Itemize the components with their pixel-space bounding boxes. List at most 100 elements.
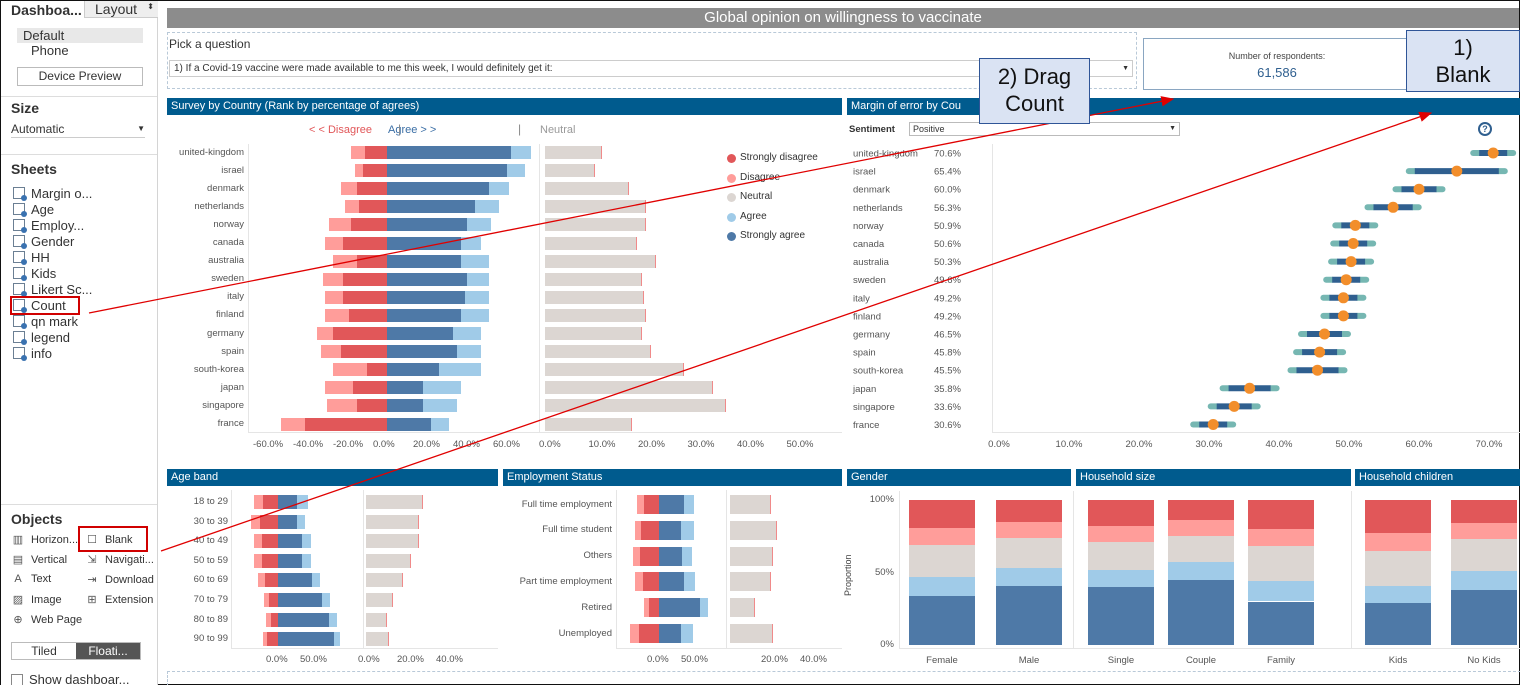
blank-callout: 1) Blank bbox=[1406, 30, 1520, 92]
stacked-segment bbox=[1451, 539, 1517, 572]
stacked-segment bbox=[1088, 569, 1154, 587]
tab-dashboard[interactable]: Dashboa... bbox=[11, 2, 82, 18]
object-label: Blank bbox=[105, 533, 133, 546]
sheet-label: qn mark bbox=[31, 313, 78, 329]
checkbox[interactable] bbox=[11, 673, 23, 685]
bar-strongly-agree bbox=[659, 572, 685, 592]
device-preview-button[interactable]: Device Preview bbox=[17, 67, 143, 86]
tab-layout-label: Layout bbox=[95, 1, 138, 17]
sheet-item[interactable]: Gender bbox=[13, 233, 74, 249]
data-point bbox=[1337, 292, 1349, 304]
x-tick-label: 0.0% bbox=[358, 654, 380, 665]
bar-strongly-disagree bbox=[638, 624, 659, 643]
sheet-item[interactable]: Employ... bbox=[13, 217, 84, 233]
age-title: Age band bbox=[167, 469, 498, 486]
vertical-icon: ▤ bbox=[12, 554, 24, 566]
sheet-item[interactable]: HH bbox=[13, 249, 50, 265]
object-label: Image bbox=[31, 593, 62, 606]
axis-line bbox=[363, 490, 364, 648]
tiled-button[interactable]: Tiled bbox=[31, 644, 57, 658]
data-point bbox=[1312, 364, 1323, 376]
stacked-segment bbox=[1168, 536, 1234, 563]
category-label: australia bbox=[853, 257, 890, 268]
object-item[interactable]: ⇥ Download bbox=[85, 573, 154, 587]
chevron-down-icon: ▼ bbox=[1122, 65, 1129, 72]
data-point bbox=[1387, 201, 1399, 213]
bar-disagree bbox=[254, 495, 264, 509]
show-dashboard-title[interactable]: Show dashboar... bbox=[11, 672, 129, 685]
sheet-item[interactable]: legend bbox=[13, 329, 70, 345]
x-tick-label: 20.0% bbox=[761, 654, 788, 665]
bar-agree bbox=[301, 534, 311, 549]
bar-strongly-agree bbox=[278, 593, 323, 607]
stacked-segment bbox=[996, 537, 1062, 569]
object-item[interactable]: ▨ Image bbox=[11, 593, 62, 607]
category-label: 18 to 29 bbox=[193, 496, 228, 507]
bar-disagree bbox=[263, 632, 268, 647]
sheet-item[interactable]: Age bbox=[13, 201, 54, 217]
floating-button[interactable]: Floati... bbox=[76, 643, 140, 659]
size-dropdown[interactable]: Automatic ▼ bbox=[11, 122, 145, 138]
blank-icon: ☐ bbox=[87, 534, 97, 546]
stacked-segment bbox=[996, 500, 1062, 522]
respondents-label: Number of respondents: bbox=[1228, 51, 1326, 61]
question-dropdown[interactable]: 1) If a Covid-19 vaccine were made avail… bbox=[169, 60, 1133, 77]
object-label: Web Page bbox=[31, 613, 83, 626]
bar-strongly-disagree bbox=[267, 632, 278, 647]
bar-disagree bbox=[264, 593, 270, 607]
device-phone[interactable]: Phone bbox=[31, 43, 69, 58]
value-label: 46.5% bbox=[934, 330, 961, 341]
object-item[interactable]: ▤ Vertical bbox=[11, 553, 67, 567]
bar-strongly-disagree bbox=[263, 495, 278, 509]
device-default[interactable]: Default bbox=[17, 28, 143, 43]
sheet-item[interactable]: info bbox=[13, 345, 52, 361]
extension-icon: ⊞ bbox=[87, 594, 97, 606]
object-label: Download bbox=[105, 573, 154, 586]
bar-agree bbox=[329, 612, 338, 627]
bar-neutral bbox=[366, 514, 419, 529]
object-item[interactable]: A Text bbox=[11, 573, 51, 585]
sheet-item[interactable]: qn mark bbox=[13, 313, 78, 329]
question-mark-icon[interactable]: ? bbox=[1478, 122, 1492, 136]
category-label: Others bbox=[583, 550, 612, 562]
value-label: 35.8% bbox=[934, 384, 961, 395]
category-label: Full time student bbox=[542, 524, 612, 536]
tiled-floating-toggle: Tiled Floati... bbox=[11, 642, 141, 660]
x-tick-label: 40.0% bbox=[1266, 439, 1293, 450]
object-item[interactable]: ☐ Blank bbox=[85, 533, 133, 547]
category-label: united-kingdom bbox=[853, 149, 918, 160]
category-label: singapore bbox=[853, 402, 895, 413]
category-label: 90 to 99 bbox=[193, 633, 228, 645]
axis-line bbox=[726, 490, 727, 648]
tab-layout[interactable]: Layout ⬍ bbox=[84, 1, 158, 18]
object-item[interactable]: ▥ Horizon... bbox=[11, 533, 78, 547]
bar-strongly-disagree bbox=[271, 612, 278, 627]
bar-neutral bbox=[366, 534, 419, 549]
axis-line bbox=[1073, 491, 1074, 648]
data-point bbox=[1244, 382, 1256, 394]
tab-menu-icon[interactable]: ⬍ bbox=[147, 2, 154, 11]
highlight-count-box bbox=[10, 296, 80, 315]
bar-strongly-disagree bbox=[262, 534, 278, 549]
objects-heading: Objects bbox=[11, 511, 63, 527]
bar-agree bbox=[684, 572, 696, 592]
object-item[interactable]: ⊞ Extension bbox=[85, 593, 153, 607]
sheet-item[interactable]: Kids bbox=[13, 265, 56, 281]
object-item[interactable]: ⊕ Web Page bbox=[11, 613, 83, 627]
data-point bbox=[1340, 274, 1352, 286]
bar-neutral bbox=[730, 598, 756, 618]
object-item[interactable]: ⇲ Navigati... bbox=[85, 553, 154, 567]
sheet-item[interactable]: Count bbox=[13, 297, 66, 313]
y-tick-label: 50% bbox=[874, 566, 894, 578]
category-label: Male bbox=[1018, 655, 1040, 666]
bar-strongly-disagree bbox=[269, 593, 278, 607]
sheet-item[interactable]: Likert Sc... bbox=[13, 281, 92, 297]
data-point bbox=[1487, 147, 1499, 159]
sheet-icon bbox=[13, 267, 27, 281]
sheet-item[interactable]: Margin o... bbox=[13, 185, 92, 201]
bar-strongly-disagree bbox=[644, 495, 659, 514]
axis-line bbox=[616, 648, 842, 649]
category-label: canada bbox=[853, 239, 885, 250]
bar-strongly-disagree bbox=[641, 520, 659, 540]
category-label: Family bbox=[1267, 655, 1295, 666]
